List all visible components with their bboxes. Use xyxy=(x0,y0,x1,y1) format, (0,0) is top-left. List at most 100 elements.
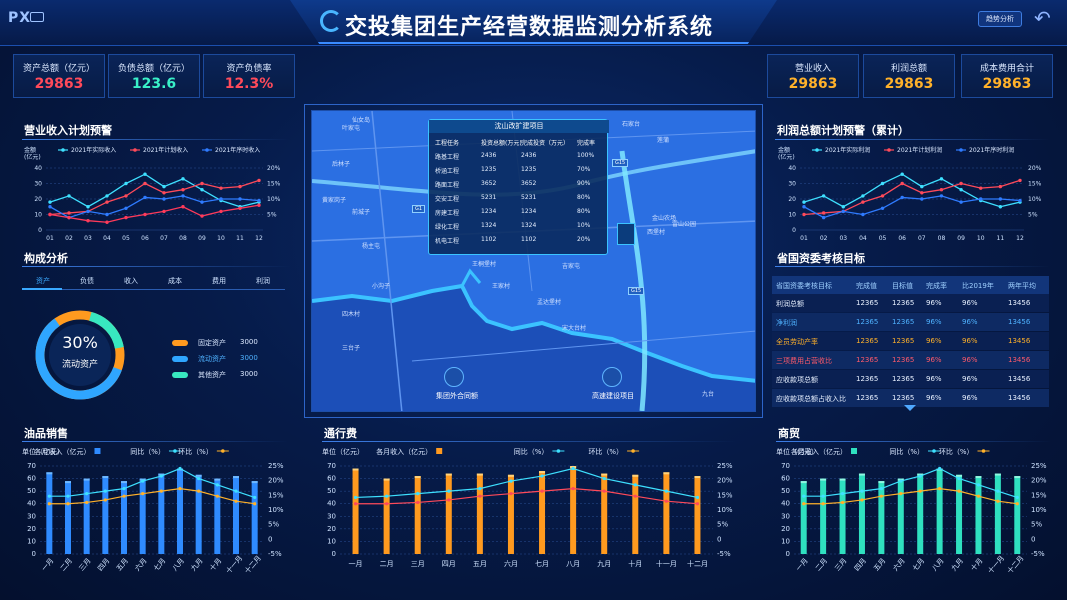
bar[interactable] xyxy=(139,478,146,554)
bar[interactable] xyxy=(601,473,608,554)
kpi-card: 营业收入 29863 xyxy=(767,54,859,98)
bar[interactable] xyxy=(858,473,865,554)
toll-station-marker-icon[interactable] xyxy=(617,223,635,245)
tab-1[interactable]: 负债 xyxy=(80,277,94,285)
bottom-chart: 单位（亿元）各月收入（亿元）同比（%）环比（%）010203040506070-… xyxy=(22,447,284,575)
tab-5[interactable]: 利润 xyxy=(256,277,270,285)
back-arrow-icon[interactable]: ↶ xyxy=(1034,6,1051,30)
bar[interactable] xyxy=(65,481,71,554)
y2-tick-label: 10% xyxy=(1028,196,1042,203)
y-tick-label: 40 xyxy=(781,500,790,508)
table-header-cell: 两年平均 xyxy=(1008,282,1036,290)
highway-project-button[interactable]: 高速建设项目 xyxy=(592,392,634,400)
tab-2[interactable]: 收入 xyxy=(124,277,138,285)
bar[interactable] xyxy=(507,474,514,554)
bar[interactable] xyxy=(839,478,846,554)
highway-project-icon[interactable] xyxy=(602,367,622,387)
bar[interactable] xyxy=(570,466,577,554)
bar[interactable] xyxy=(820,478,827,554)
tab-3[interactable]: 成本 xyxy=(168,277,182,285)
table-row[interactable]: 应收款项总额占收入比 12365 12365 96% 96% 13456 xyxy=(772,389,1049,407)
bar[interactable] xyxy=(445,473,452,554)
contract-icon[interactable] xyxy=(444,367,464,387)
map-place-label: 雷山公园 xyxy=(672,221,697,228)
bar[interactable] xyxy=(46,472,53,554)
composition-item-label: 固定资产 xyxy=(198,339,226,347)
data-point xyxy=(899,492,903,496)
expand-chevron-icon[interactable] xyxy=(904,405,916,411)
map-place-label: 小沟子 xyxy=(372,283,391,290)
bar[interactable] xyxy=(476,473,483,554)
bar[interactable] xyxy=(102,476,109,554)
map-place-label: 四木村 xyxy=(342,311,361,318)
table-cell: 12365 xyxy=(892,356,915,364)
bar[interactable] xyxy=(663,472,670,554)
project-map[interactable]: 沈山改扩建项目 工程任务 投资总额(万元) 完成投资（万元） 完成率 路基工程 2436 2… xyxy=(311,110,756,412)
section-divider xyxy=(776,441,1051,442)
bar[interactable] xyxy=(632,474,639,554)
table-row[interactable]: 三项费用占营收比 12365 12365 96% 96% 13456 xyxy=(772,351,1049,369)
tab-4[interactable]: 费用 xyxy=(212,277,226,285)
bar[interactable] xyxy=(233,476,239,554)
kpi-value: 29863 xyxy=(884,76,934,92)
tab-0[interactable]: 资产 xyxy=(36,277,50,285)
bar[interactable] xyxy=(956,474,963,554)
table-cell: 12365 xyxy=(856,299,879,307)
bar[interactable] xyxy=(539,471,546,554)
bar[interactable] xyxy=(917,473,924,554)
bar[interactable] xyxy=(352,468,359,554)
bar[interactable] xyxy=(83,478,90,554)
table-row[interactable]: 利润总额 12365 12365 96% 96% 13456 xyxy=(772,294,1049,312)
bar[interactable] xyxy=(383,478,390,554)
table-header-cell: 目标值 xyxy=(892,282,913,290)
x-tick-label: 一月 xyxy=(795,557,810,573)
active-tab-indicator xyxy=(22,288,62,290)
data-point xyxy=(47,502,51,506)
bar[interactable] xyxy=(800,481,807,554)
bottom-chart: 单位（亿元）各月收入（亿元）同比（%）环比（%）010203040506070-… xyxy=(322,447,733,568)
bar[interactable] xyxy=(897,478,904,554)
bar[interactable] xyxy=(195,474,202,554)
bar[interactable] xyxy=(936,468,943,554)
y-tick-label: 20 xyxy=(34,196,42,203)
bar[interactable] xyxy=(214,478,221,554)
popup-cell: 70% xyxy=(577,166,591,173)
bar[interactable] xyxy=(158,473,165,554)
table-cell: 12365 xyxy=(856,356,879,364)
bar[interactable] xyxy=(121,481,127,554)
data-point xyxy=(105,220,109,224)
data-point xyxy=(880,206,885,210)
y-tick-label: 30 xyxy=(327,512,336,520)
y-tick-label: 20 xyxy=(788,196,796,203)
bar[interactable] xyxy=(878,481,885,554)
x-tick-label: 三月 xyxy=(78,557,93,573)
table-row[interactable]: 净利润 12365 12365 96% 96% 13456 xyxy=(772,313,1049,331)
data-point xyxy=(633,483,637,487)
bar[interactable] xyxy=(694,476,701,554)
bar[interactable] xyxy=(251,481,258,554)
data-point xyxy=(141,479,145,483)
table-cell: 96% xyxy=(962,299,978,307)
table-row[interactable]: 全员劳动产率 12365 12365 96% 96% 13456 xyxy=(772,332,1049,350)
trend-analysis-button[interactable]: 趋势分析 xyxy=(978,11,1022,27)
bar[interactable] xyxy=(994,473,1001,554)
popup-cell: 1234 xyxy=(481,208,497,215)
data-point xyxy=(1015,502,1019,506)
y2-tick-label: 25% xyxy=(1031,462,1047,470)
contract-button[interactable]: 集团外合同额 xyxy=(436,392,478,400)
table-row[interactable]: 应收款项总额 12365 12365 96% 96% 13456 xyxy=(772,370,1049,388)
data-point xyxy=(200,214,204,218)
bar[interactable] xyxy=(1014,476,1021,554)
map-place-label: 石家台 xyxy=(622,121,641,128)
data-point xyxy=(957,476,961,481)
data-point xyxy=(200,188,204,192)
kpi-value: 29863 xyxy=(788,76,838,92)
y2-tick-label: 20% xyxy=(1028,165,1042,172)
bar[interactable] xyxy=(177,468,183,554)
data-point xyxy=(162,184,166,189)
y2-tick-label: -5% xyxy=(1031,550,1045,558)
bar[interactable] xyxy=(975,476,982,554)
series-line xyxy=(803,488,1018,505)
y2-tick-label: 0 xyxy=(268,535,272,543)
bar[interactable] xyxy=(414,476,421,554)
